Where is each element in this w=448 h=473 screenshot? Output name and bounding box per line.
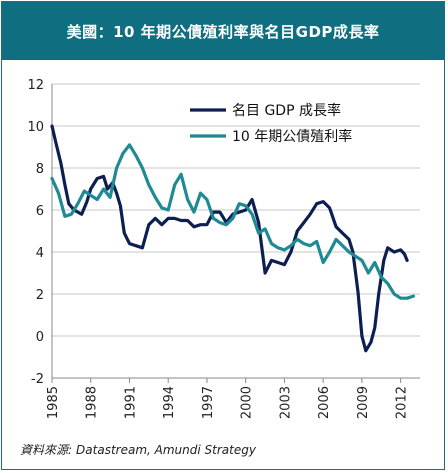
source-label: 資料來源: (20, 443, 73, 457)
x-tick-label: 1991 (123, 386, 138, 419)
y-tick-label: -2 (31, 372, 44, 387)
y-tick-label: 12 (27, 78, 44, 93)
y-tick-label: 0 (36, 330, 44, 345)
source-note: 資料來源: Datastream, Amundi Strategy (20, 441, 256, 458)
x-tick-label: 1997 (201, 386, 216, 419)
x-tick-label: 1985 (46, 386, 61, 419)
x-tick-label: 2009 (356, 386, 371, 419)
x-tick-label: 2012 (395, 386, 410, 419)
x-tick-label: 2000 (240, 386, 255, 419)
legend-label: 名目 GDP 成長率 (232, 102, 341, 119)
y-tick-label: 2 (36, 288, 44, 303)
gdp-growth-line (50, 124, 409, 353)
y-tick-label: 8 (36, 162, 44, 177)
source-text: Datastream, Amundi Strategy (76, 443, 256, 457)
x-tick-label: 2006 (317, 386, 332, 419)
chart-title: 美國：10 年期公債殖利率與名目GDP成長率 (2, 2, 444, 60)
legend-label: 10 年期公債殖利率 (232, 128, 352, 145)
x-tick-label: 1994 (162, 386, 177, 419)
x-tick-label: 2003 (278, 386, 293, 419)
x-tick-label: 1988 (85, 386, 100, 419)
y-tick-label: 6 (36, 204, 44, 219)
treasury-yield-line (50, 143, 416, 300)
y-tick-label: 4 (36, 246, 44, 261)
y-tick-label: 10 (27, 120, 44, 135)
